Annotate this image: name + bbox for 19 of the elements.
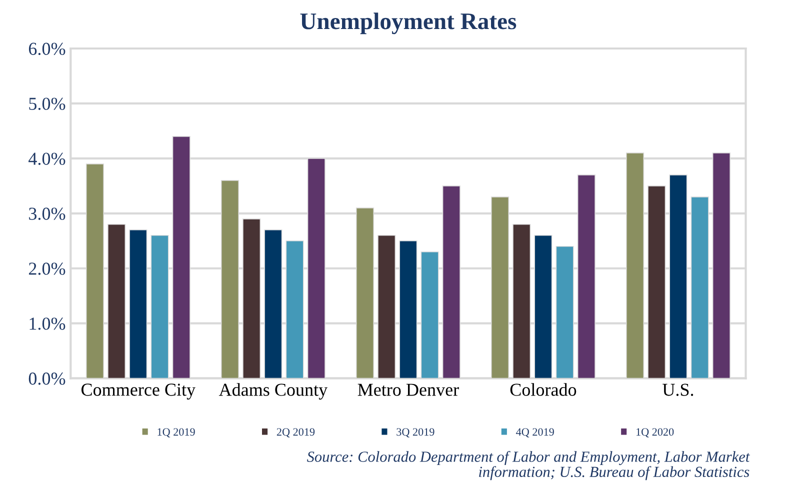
x-tick-label: Metro Denver bbox=[358, 384, 459, 396]
x-tick-label: U.S. bbox=[662, 384, 694, 396]
y-tick-label: 0.0% bbox=[28, 372, 66, 385]
legend-label: 1Q 2020 bbox=[636, 428, 674, 438]
y-tick-label: 4.0% bbox=[28, 152, 66, 165]
legend-label: 2Q 2019 bbox=[276, 428, 315, 438]
chart-title: Unemployment Rates bbox=[300, 12, 516, 34]
x-tick-label: Adams County bbox=[218, 383, 328, 400]
legend-label: 3Q 2019 bbox=[396, 428, 434, 438]
x-tick-label: Colorado bbox=[510, 383, 576, 396]
x-tick-label: Commerce City bbox=[81, 384, 196, 400]
y-tick-label: 3.0% bbox=[29, 208, 66, 220]
y-tick-label: 1.0% bbox=[30, 318, 66, 330]
source-note: Source: Colorado Department of Labor and Employment, Labor Market information; U.S. Bureau of Labor Statistics bbox=[306, 451, 750, 480]
legend-label: 4Q 2019 bbox=[516, 428, 554, 438]
legend-label: 1Q 2019 bbox=[158, 428, 195, 438]
y-tick-label: 5.0% bbox=[29, 98, 66, 110]
y-tick-label: 2.0% bbox=[28, 262, 66, 275]
y-tick-label: 6.0% bbox=[28, 42, 66, 56]
